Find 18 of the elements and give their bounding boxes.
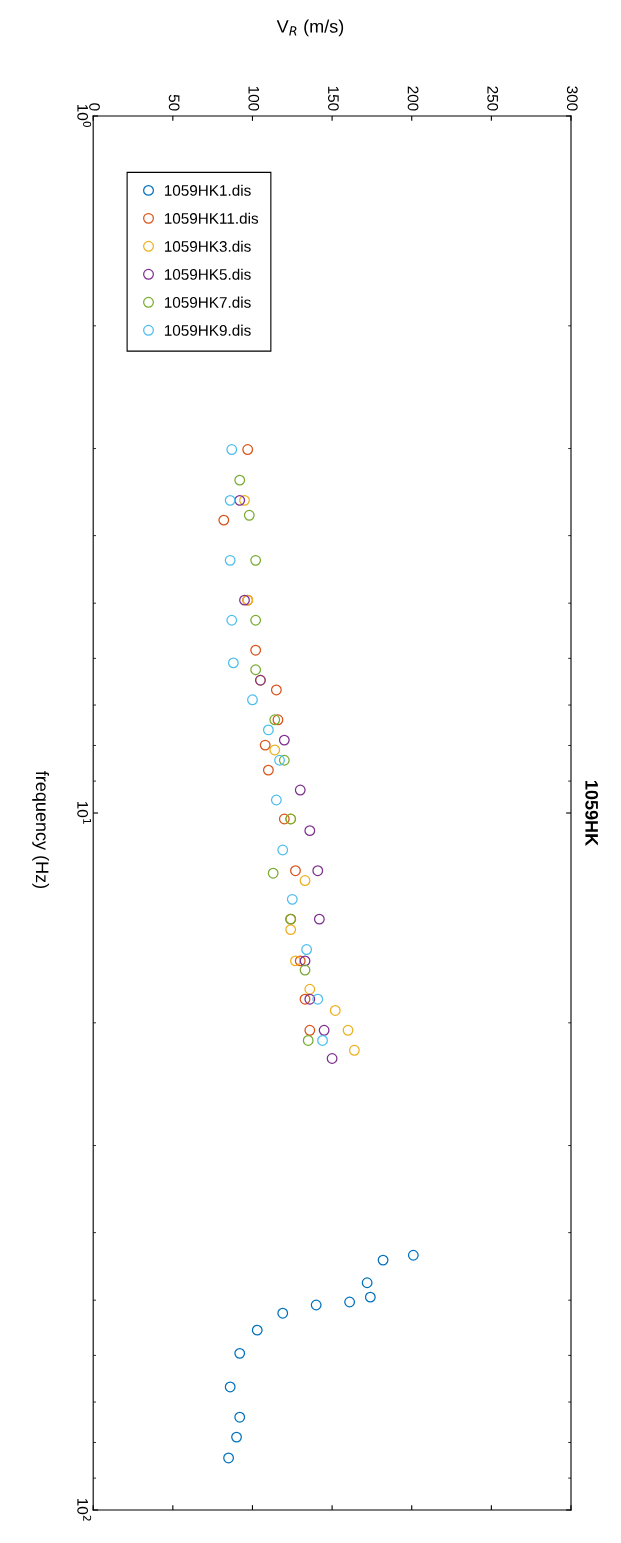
x-tick-label: 200 [407,86,419,111]
x-tick-label: 100 [248,86,260,111]
legend-label: 1059HK7.dis [164,296,251,308]
text: 1059HK [585,781,599,846]
x-axis-title: V$_{R}$ (m/s) [276,19,344,37]
y-tick-label: 10$^{2}$ [77,1498,92,1521]
y-axis-title: frequency (Hz) [32,771,50,889]
y-tick-label: 10$^{1}$ [77,801,92,824]
legend-label: 1059HK1.dis [164,184,251,196]
x-tick-label: 150 [328,86,339,111]
x-tick-label: 50 [168,94,180,111]
x-tick-label: 0 [89,103,100,111]
x-tick-label: 300 [566,86,578,111]
legend-label: 1059HK5.dis [164,268,251,280]
legend-label: 1059HK11.dis [164,212,259,224]
legend-label: 1059HK9.dis [164,324,251,336]
x-tick-label: 250 [487,86,499,111]
legend-label: 1059HK3.dis [164,240,251,252]
